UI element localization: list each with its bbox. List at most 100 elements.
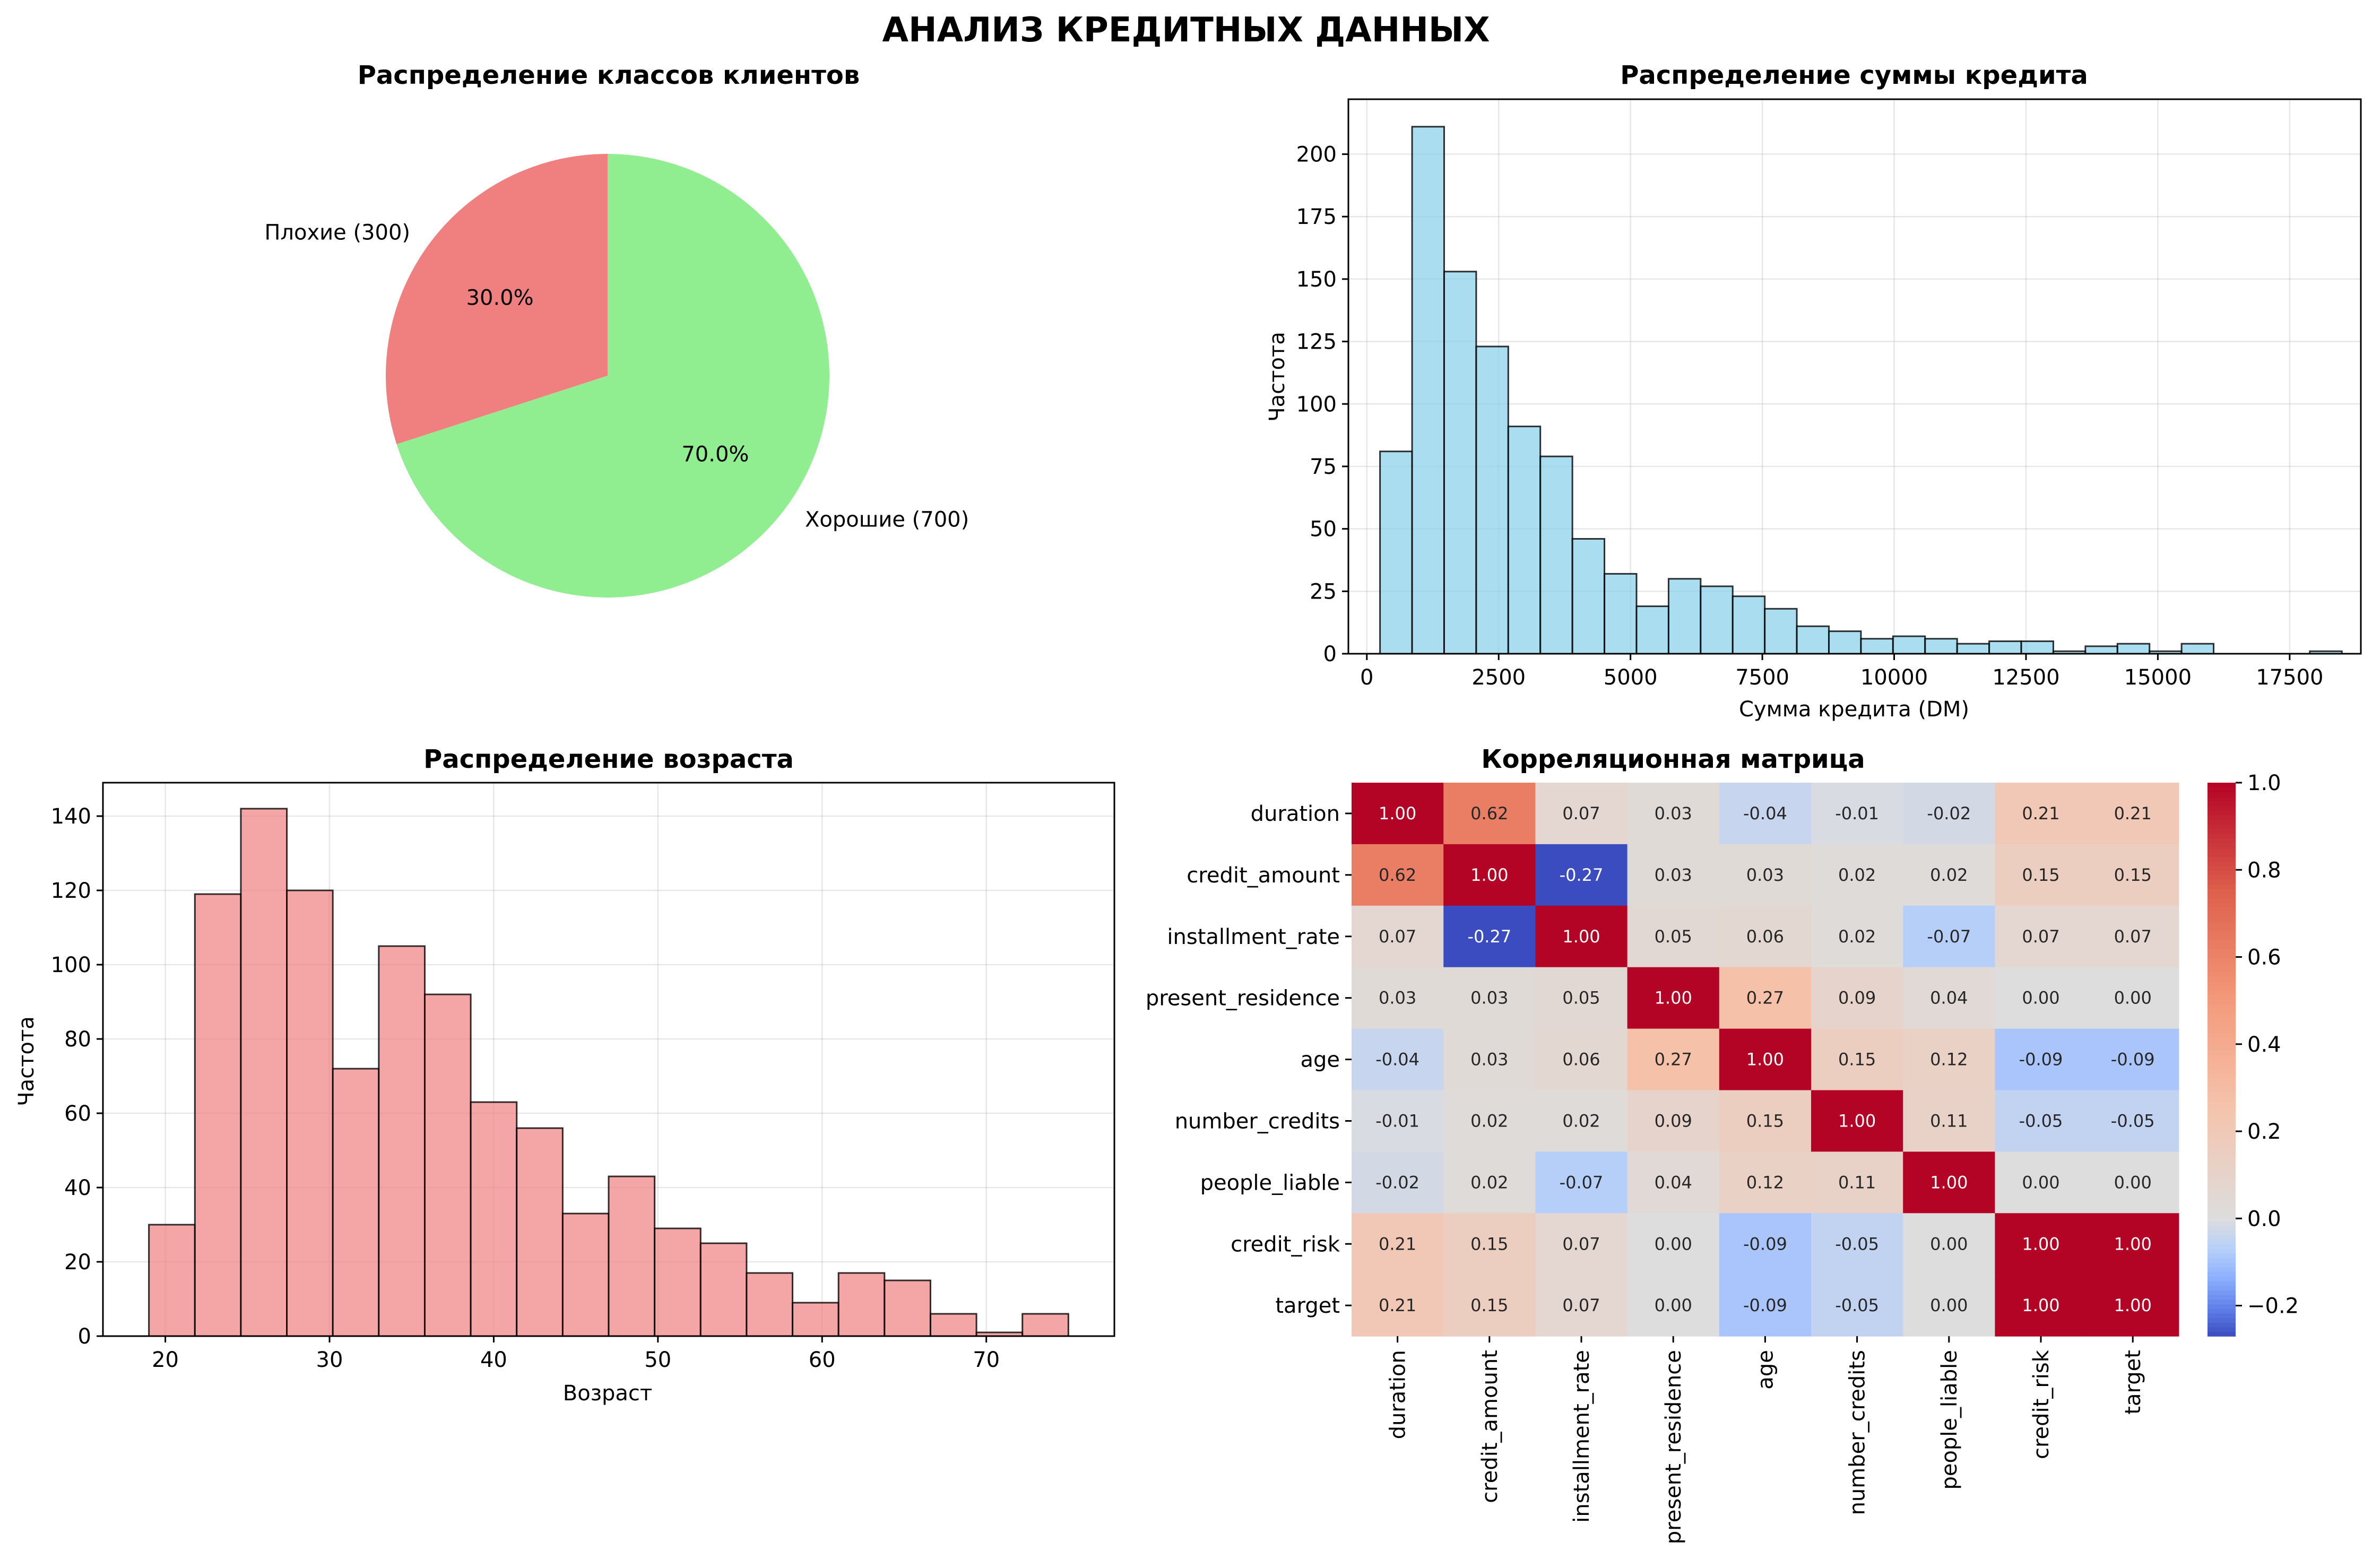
heatmap-cell <box>1627 1028 1720 1091</box>
heatmap-cell-value: 0.04 <box>1930 988 1968 1008</box>
heatmap-cell-value: 0.15 <box>1746 1111 1784 1131</box>
heatmap-cell-value: -0.05 <box>2019 1111 2063 1131</box>
pie-chart-panel: Распределение классов клиентов Плохие (3… <box>264 60 969 597</box>
heatmap-cell <box>1535 844 1628 906</box>
colorbar-segment <box>2207 1128 2236 1134</box>
credit-amount-histogram-ytick-label: 150 <box>1296 267 1337 292</box>
age-histogram-bar <box>332 1068 380 1337</box>
credit-amount-histogram-ytick-label: 100 <box>1296 392 1337 417</box>
colorbar-segment <box>2207 888 2236 894</box>
heatmap-cell <box>1811 783 1903 845</box>
colorbar-segment <box>2207 1156 2236 1162</box>
heatmap-cell <box>1627 1275 1720 1337</box>
colorbar-segment <box>2207 1253 2236 1259</box>
heatmap-cell-value: 0.11 <box>1930 1111 1968 1131</box>
heatmap-cell-value: 0.04 <box>1655 1172 1692 1192</box>
colorbar-segment <box>2207 1174 2236 1180</box>
heatmap-cell <box>1627 1151 1720 1214</box>
heatmap-cell-value: -0.07 <box>1560 1172 1604 1192</box>
colorbar-segment <box>2207 1244 2236 1249</box>
heatmap-cell <box>1903 844 1995 906</box>
colorbar-segment <box>2207 815 2236 820</box>
colorbar-segment <box>2207 1220 2236 1226</box>
colorbar-segment <box>2207 1124 2236 1129</box>
credit-amount-histogram-ytick-label: 175 <box>1296 205 1337 229</box>
heatmap-cell-value: 0.03 <box>1379 988 1416 1008</box>
heatmap-col-label: credit_amount <box>1478 1350 1502 1503</box>
heatmap-cell-value: 1.00 <box>1655 988 1692 1008</box>
colorbar-segment <box>2207 1064 2236 1069</box>
colorbar-segment <box>2207 1032 2236 1037</box>
heatmap-cell-value: 0.11 <box>1838 1172 1876 1192</box>
heatmap-cell <box>1719 844 1812 906</box>
heatmap-cell-value: 0.09 <box>1655 1111 1692 1131</box>
heatmap-cell <box>1995 783 2088 845</box>
heatmap-cell <box>1903 967 1995 1029</box>
colorbar-segment <box>2207 1078 2236 1083</box>
age-histogram-bar <box>561 1212 610 1337</box>
heatmap-cell-value: 0.00 <box>2022 988 2059 1008</box>
colorbar-segment <box>2207 1013 2236 1019</box>
heatmap-cell-value: -0.27 <box>1467 926 1511 947</box>
colorbar-segment <box>2207 1318 2236 1323</box>
heatmap-cell-value: -0.05 <box>2111 1111 2155 1131</box>
credit-amount-histogram-bar <box>1860 638 1894 655</box>
heatmap-cell-value: 0.03 <box>1470 1050 1508 1070</box>
heatmap-col-label: number_credits <box>1846 1350 1870 1515</box>
credit-amount-histogram-ytick-label: 50 <box>1310 517 1337 542</box>
heatmap-cell <box>2087 1028 2179 1091</box>
heatmap-cell <box>1995 844 2088 906</box>
age-histogram-bar <box>792 1302 839 1337</box>
colorbar-segment <box>2207 1068 2236 1074</box>
age-histogram-xtick-label: 30 <box>316 1348 343 1372</box>
colorbar-segment <box>2207 1036 2236 1042</box>
heatmap-col-label: duration <box>1386 1350 1410 1439</box>
colorbar-segment <box>2207 976 2236 982</box>
correlation-heatmap-title: Корреляционная матрица <box>1481 744 1865 774</box>
heatmap-cell-value: 0.02 <box>1838 865 1876 885</box>
credit-amount-histogram-xtick-label: 17500 <box>2256 665 2323 690</box>
colorbar-segment <box>2207 838 2236 843</box>
credit-amount-histogram-bar <box>1411 126 1445 655</box>
colorbar-segment <box>2207 1050 2236 1055</box>
colorbar-segment <box>2207 1290 2236 1295</box>
heatmap-cell-value: 1.00 <box>2114 1234 2152 1254</box>
heatmap-cell <box>1811 1151 1903 1214</box>
colorbar-segment <box>2207 1101 2236 1106</box>
heatmap-cell <box>1719 1090 1812 1152</box>
heatmap-cell <box>1352 1028 1444 1091</box>
credit-amount-histogram-ytick-label: 75 <box>1310 455 1337 479</box>
heatmap-cell-value: 0.07 <box>1562 1295 1600 1315</box>
heatmap-cell <box>2087 905 2179 968</box>
heatmap-cell-value: -0.02 <box>1927 803 1971 824</box>
age-histogram-ylabel: Частота <box>14 1016 39 1106</box>
heatmap-cell-value: 0.03 <box>1470 988 1508 1008</box>
age-histogram-bar <box>654 1227 702 1337</box>
heatmap-cell-value: 0.07 <box>1562 1234 1600 1254</box>
heatmap-cell-value: 0.02 <box>1930 865 1968 885</box>
heatmap-row-label: age <box>1300 1048 1340 1072</box>
colorbar-segment <box>2207 787 2236 793</box>
age-histogram-xtick-label: 50 <box>644 1348 671 1372</box>
heatmap-cell-value: 0.27 <box>1655 1050 1692 1070</box>
heatmap-cell <box>1535 1090 1628 1152</box>
age-histogram-panel: Распределение возраста Возраст Частота 2… <box>14 744 1115 1406</box>
heatmap-cell-value: 1.00 <box>1379 803 1416 824</box>
heatmap-cell-value: 1.00 <box>1930 1172 1968 1192</box>
heatmap-cell <box>1443 1090 1536 1152</box>
colorbar-segment <box>2207 824 2236 829</box>
age-histogram-ytick-label: 0 <box>78 1324 91 1349</box>
colorbar-segment <box>2207 1059 2236 1064</box>
heatmap-cell-value: 0.02 <box>1470 1111 1508 1131</box>
colorbar-segment <box>2207 879 2236 885</box>
credit-amount-histogram-bar <box>1732 595 1766 655</box>
heatmap-cell <box>1719 967 1812 1029</box>
heatmap-cell <box>1535 1275 1628 1337</box>
heatmap-cell <box>1352 1151 1444 1214</box>
pie-percent-label: 70.0% <box>681 442 749 466</box>
colorbar-segment <box>2207 907 2236 913</box>
age-histogram-bar <box>884 1279 931 1337</box>
heatmap-cell-value: 0.15 <box>1470 1234 1508 1254</box>
heatmap-cell <box>1811 844 1903 906</box>
age-histogram-bar <box>1021 1313 1069 1337</box>
